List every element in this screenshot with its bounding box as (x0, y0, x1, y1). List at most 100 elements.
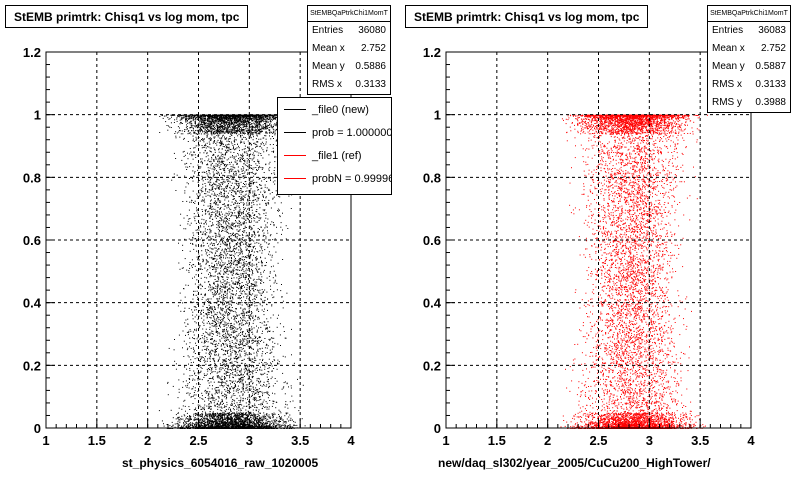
scatter-point (255, 417, 256, 419)
left-plot[interactable]: 1 1.5 2 2.5 3 3.5 400.20.40.60.811.2 (0, 0, 400, 480)
scatter-point (268, 132, 270, 134)
scatter-point (209, 230, 211, 232)
scatter-point (198, 423, 200, 425)
scatter-point (219, 255, 221, 257)
scatter-point (210, 332, 212, 334)
scatter-point (253, 362, 255, 363)
scatter-point (217, 286, 219, 288)
scatter-point (290, 419, 292, 421)
scatter-point (266, 408, 268, 410)
scatter-point (199, 356, 201, 358)
scatter-point (258, 276, 260, 278)
scatter-point (196, 421, 198, 423)
scatter-point (217, 386, 219, 388)
scatter-point (215, 413, 216, 414)
scatter-point (292, 419, 293, 421)
scatter-point (188, 122, 190, 124)
scatter-point (224, 290, 226, 292)
scatter-point (262, 373, 264, 375)
scatter-point (265, 401, 267, 403)
scatter-point (217, 215, 219, 217)
scatter-point (251, 284, 253, 286)
scatter-point (245, 402, 247, 404)
scatter-point (191, 424, 193, 426)
scatter-point (258, 152, 260, 154)
scatter-point (194, 121, 196, 123)
scatter-point (205, 156, 207, 158)
scatter-point (223, 226, 225, 228)
scatter-point (245, 151, 247, 153)
scatter-point (215, 250, 217, 252)
scatter-point (227, 117, 229, 118)
scatter-point (244, 118, 246, 120)
scatter-point (266, 132, 268, 134)
scatter-point (189, 423, 191, 425)
scatter-point (232, 129, 234, 131)
scatter-point (274, 202, 276, 204)
scatter-point (205, 331, 207, 333)
scatter-point (223, 412, 225, 414)
scatter-point (254, 195, 256, 196)
scatter-point (201, 414, 203, 416)
scatter-point (167, 382, 169, 384)
scatter-point (274, 114, 276, 116)
scatter-point (216, 185, 218, 187)
scatter-point (264, 227, 266, 229)
scatter-point (254, 302, 256, 304)
scatter-point (241, 285, 243, 287)
scatter-point (254, 128, 256, 130)
scatter-point (276, 317, 278, 319)
scatter-point (259, 419, 261, 421)
scatter-point (290, 385, 292, 387)
scatter-point (260, 340, 261, 342)
scatter-point (210, 298, 212, 300)
scatter-point (193, 334, 195, 336)
scatter-point (247, 354, 249, 356)
scatter-point (189, 392, 191, 394)
scatter-point (226, 128, 228, 130)
scatter-point (244, 171, 246, 173)
scatter-point (233, 187, 235, 189)
scatter-point (252, 342, 254, 344)
scatter-point (222, 278, 224, 280)
scatter-point (223, 402, 224, 404)
scatter-point (258, 419, 259, 421)
scatter-point (264, 347, 266, 349)
scatter-point (198, 378, 200, 380)
scatter-point (247, 250, 249, 251)
scatter-point (227, 123, 229, 125)
scatter-point (239, 266, 241, 267)
scatter-point (220, 132, 222, 134)
scatter-point (263, 300, 265, 302)
scatter-point (248, 127, 250, 129)
scatter-point (241, 328, 242, 330)
scatter-point (251, 125, 253, 127)
scatter-point (256, 353, 258, 355)
scatter-point (200, 414, 202, 416)
scatter-point (276, 129, 278, 131)
scatter-point (195, 342, 196, 344)
scatter-point (235, 273, 237, 275)
scatter-point (262, 420, 264, 422)
scatter-point (244, 184, 245, 185)
scatter-point (203, 302, 205, 304)
scatter-point (265, 125, 267, 127)
scatter-point (257, 221, 259, 223)
scatter-point (202, 357, 204, 359)
scatter-point (241, 120, 243, 122)
scatter-point (239, 371, 241, 373)
scatter-point (264, 265, 266, 267)
scatter-point (207, 133, 209, 135)
scatter-point (225, 227, 227, 228)
scatter-point (202, 285, 203, 287)
scatter-point (258, 239, 260, 241)
scatter-point (279, 418, 281, 420)
scatter-point (224, 378, 226, 379)
scatter-point (240, 343, 241, 345)
scatter-point (217, 273, 219, 275)
scatter-point (222, 148, 223, 150)
scatter-point (208, 281, 210, 282)
scatter-point (281, 419, 283, 421)
scatter-point (251, 331, 253, 333)
scatter-point (199, 365, 201, 367)
